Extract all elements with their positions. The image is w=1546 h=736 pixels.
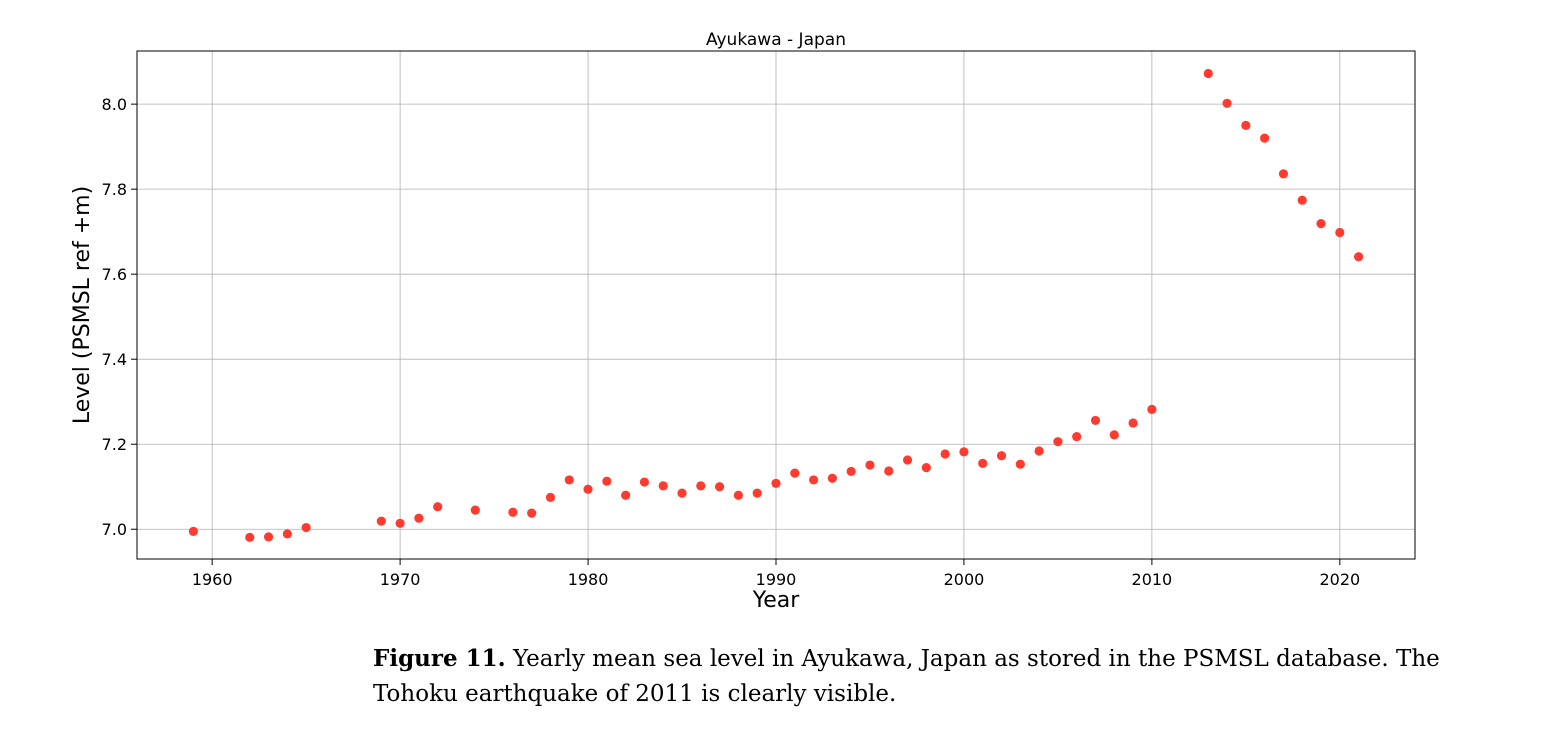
data-point bbox=[1278, 169, 1289, 179]
x-tick-label: 2010 bbox=[1132, 570, 1173, 589]
data-point bbox=[1354, 252, 1364, 262]
data-point bbox=[715, 482, 725, 492]
data-point bbox=[621, 490, 631, 500]
grid-lines bbox=[137, 51, 1415, 559]
chart-title: Ayukawa - Japan bbox=[706, 30, 846, 50]
data-point bbox=[639, 477, 650, 487]
data-point bbox=[1316, 218, 1326, 229]
data-point bbox=[1015, 459, 1025, 469]
axis-ticks: 1960 1970 1980 1990 2000 2010 2020 7.0 7.2 7.4 7.6… bbox=[102, 95, 1361, 589]
data-point bbox=[395, 518, 405, 528]
data-point bbox=[1260, 133, 1270, 143]
caption-label: Figure 11. bbox=[373, 645, 506, 672]
data-point bbox=[414, 513, 424, 523]
data-point bbox=[1297, 195, 1307, 205]
y-tick-label: 8.0 bbox=[102, 95, 127, 114]
data-point bbox=[865, 460, 875, 470]
data-point bbox=[1147, 404, 1157, 414]
data-point bbox=[1203, 68, 1213, 79]
data-point bbox=[658, 481, 668, 491]
data-point bbox=[1335, 227, 1345, 238]
caption-text: Yearly mean sea level in Ayukawa, Japan … bbox=[373, 646, 1440, 707]
data-point bbox=[1034, 446, 1044, 456]
data-point bbox=[771, 478, 781, 488]
data-point bbox=[470, 505, 480, 515]
data-point bbox=[1053, 437, 1063, 447]
y-tick-label: 7.8 bbox=[102, 180, 127, 199]
data-point bbox=[902, 455, 913, 465]
x-tick-label: 1990 bbox=[756, 570, 797, 589]
x-tick-label: 2000 bbox=[944, 570, 985, 589]
y-axis-label: Level (PSMSL ref +m) bbox=[70, 186, 95, 424]
data-point bbox=[846, 466, 856, 477]
data-point bbox=[433, 502, 443, 512]
data-point bbox=[1072, 431, 1082, 442]
data-point bbox=[376, 516, 386, 526]
data-point bbox=[677, 488, 687, 498]
data-point bbox=[545, 492, 556, 502]
scatter-chart: 1960 1970 1980 1990 2000 2010 2020 7.0 7.2 7.4 7.6… bbox=[70, 30, 1416, 613]
data-point bbox=[263, 532, 274, 542]
data-point bbox=[884, 466, 894, 476]
data-point bbox=[808, 475, 819, 485]
data-point bbox=[301, 522, 311, 533]
data-point bbox=[508, 507, 518, 517]
data-point bbox=[188, 526, 198, 536]
data-point bbox=[527, 508, 537, 518]
y-tick-label: 7.0 bbox=[102, 520, 127, 539]
data-point bbox=[564, 475, 574, 485]
y-tick-label: 7.6 bbox=[102, 265, 127, 284]
data-point bbox=[733, 490, 744, 500]
data-point bbox=[696, 481, 706, 491]
y-tick-label: 7.2 bbox=[102, 435, 127, 454]
data-point bbox=[245, 532, 255, 542]
x-tick-label: 2020 bbox=[1319, 570, 1360, 589]
y-tick-label: 7.4 bbox=[102, 350, 127, 369]
data-point bbox=[1128, 418, 1138, 428]
data-point bbox=[602, 476, 612, 486]
data-point bbox=[1222, 98, 1232, 108]
data-points bbox=[188, 68, 1364, 542]
x-tick-label: 1970 bbox=[380, 570, 421, 589]
data-point bbox=[827, 473, 837, 483]
data-point bbox=[752, 488, 762, 498]
data-point bbox=[996, 451, 1007, 461]
x-tick-label: 1960 bbox=[192, 570, 233, 589]
data-point bbox=[282, 529, 292, 539]
data-point bbox=[1090, 415, 1101, 426]
x-tick-label: 1980 bbox=[568, 570, 609, 589]
data-point bbox=[940, 449, 950, 459]
data-point bbox=[1109, 430, 1119, 440]
figure-caption: Figure 11. Yearly mean sea level in Ayuk… bbox=[373, 641, 1503, 712]
data-point bbox=[1241, 120, 1251, 130]
data-point bbox=[921, 463, 931, 473]
x-axis-label: Year bbox=[752, 588, 801, 613]
data-point bbox=[959, 447, 969, 457]
data-point bbox=[583, 484, 593, 494]
data-point bbox=[978, 458, 988, 468]
data-point bbox=[790, 468, 800, 478]
